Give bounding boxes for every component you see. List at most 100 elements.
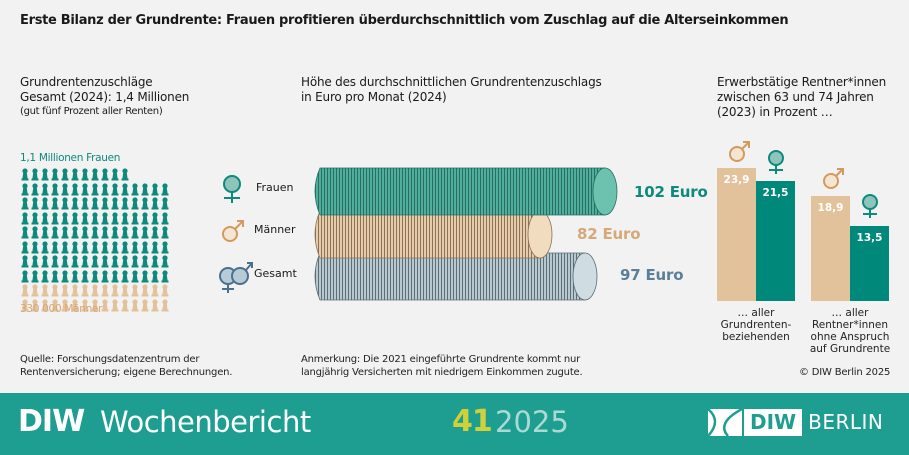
person-icon (160, 182, 170, 197)
bar-men-group1: 23,9 (717, 168, 756, 301)
person-icon (100, 298, 110, 313)
person-icon (60, 226, 70, 240)
person-icon (110, 226, 120, 240)
person-icon (70, 284, 80, 298)
label-gesamt: Gesamt (254, 267, 297, 280)
group2-caption: … aller Rentner*innen ohne Anspruch auf … (804, 307, 896, 355)
person-icon (130, 240, 140, 255)
bar-women-group1: 21,5 (756, 181, 795, 301)
source-line: Rentenversicherung; eigene Berechnungen. (20, 367, 233, 378)
remark-note: Anmerkung: Die 2021 eingeführte Grundren… (301, 353, 583, 379)
person-icon (130, 226, 140, 240)
person-icon (60, 182, 70, 197)
person-icon (50, 197, 60, 211)
person-icon (20, 240, 30, 255)
caption-line: … aller (831, 307, 869, 319)
person-icon (50, 211, 60, 226)
bar-men-group2: 18,9 (811, 196, 850, 301)
person-icon (30, 226, 40, 240)
person-icon (160, 284, 170, 298)
logo-diw-text: DIW (744, 408, 803, 436)
person-icon (110, 168, 120, 182)
person-icon (110, 182, 120, 197)
person-icon (20, 298, 30, 313)
person-icon (40, 168, 50, 182)
person-icon (130, 182, 140, 197)
person-icon (120, 298, 130, 313)
person-icon (100, 168, 110, 182)
panel2-heading-line1: Höhe des durchschnittlichen Grundrentenz… (301, 75, 602, 89)
person-icon (40, 197, 50, 211)
bar-value: 13,5 (856, 232, 883, 244)
person-icon (160, 240, 170, 255)
person-icon (150, 298, 160, 313)
person-icon (130, 197, 140, 211)
person-icon (80, 255, 90, 269)
person-icon (60, 197, 70, 211)
person-icon (120, 168, 130, 182)
bar-value: 21,5 (762, 187, 789, 199)
person-icon (160, 269, 170, 284)
person-icon (20, 168, 30, 182)
person-icon (100, 226, 110, 240)
person-icon (70, 182, 80, 197)
person-icon (100, 269, 110, 284)
pictogram-row (20, 269, 172, 285)
person-icon (150, 269, 160, 284)
men-count-label: 330 000 Männer (20, 303, 103, 315)
person-icon (80, 240, 90, 255)
person-icon (140, 197, 150, 211)
male-icon (729, 141, 750, 162)
person-icon (50, 269, 60, 284)
pictogram-row (20, 197, 172, 212)
person-icon (80, 269, 90, 284)
person-icon (30, 182, 40, 197)
person-icon (70, 255, 80, 269)
person-icon (40, 211, 50, 226)
remark-line: Anmerkung: Die 2021 eingeführte Grundren… (301, 354, 581, 365)
person-icon (160, 298, 170, 313)
person-icon (90, 255, 100, 269)
panel1-total: Gesamt (2024): 1,4 Millionen (20, 90, 190, 104)
person-icon (150, 197, 160, 211)
person-icon (110, 255, 120, 269)
person-icon (20, 182, 30, 197)
person-icon (40, 226, 50, 240)
pictogram-row (20, 255, 172, 270)
person-icon (110, 240, 120, 255)
value-gesamt: 97 Euro (620, 266, 684, 284)
panel3-heading-line3: (2023) in Prozent … (717, 105, 833, 119)
person-icon (100, 255, 110, 269)
bar-value: 18,9 (817, 202, 844, 214)
person-icon (150, 255, 160, 269)
person-icon (30, 255, 40, 269)
person-icon (120, 211, 130, 226)
person-icon (160, 211, 170, 226)
caption-line: auf Grundrente (809, 343, 891, 355)
person-icon (80, 211, 90, 226)
person-icon (90, 298, 100, 313)
panel3-heading-line1: Erwerbstätige Rentner*innen (717, 75, 886, 89)
person-icon (110, 211, 120, 226)
footer-bar: DIW Wochenbericht 41 2025 DIW BERLIN (0, 393, 909, 455)
person-icon (40, 255, 50, 269)
cylinder-frauen (314, 167, 618, 216)
person-icon (60, 168, 70, 182)
pictogram-row (20, 211, 172, 227)
caption-line: … aller (737, 307, 775, 319)
person-icon (100, 240, 110, 255)
person-icon (20, 255, 30, 269)
cylinder-maenner (314, 210, 553, 259)
source-line: Quelle: Forschungsdatenzentrum der (20, 354, 200, 365)
person-icon (50, 168, 60, 182)
pictogram-grid (20, 168, 172, 313)
person-icon (30, 197, 40, 211)
person-icon (90, 240, 100, 255)
person-icon (50, 240, 60, 255)
brand-diw: DIW (18, 404, 85, 439)
pictogram-row (20, 168, 172, 183)
person-icon (90, 182, 100, 197)
person-icon (30, 284, 40, 298)
person-icon (120, 182, 130, 197)
person-icon (150, 211, 160, 226)
